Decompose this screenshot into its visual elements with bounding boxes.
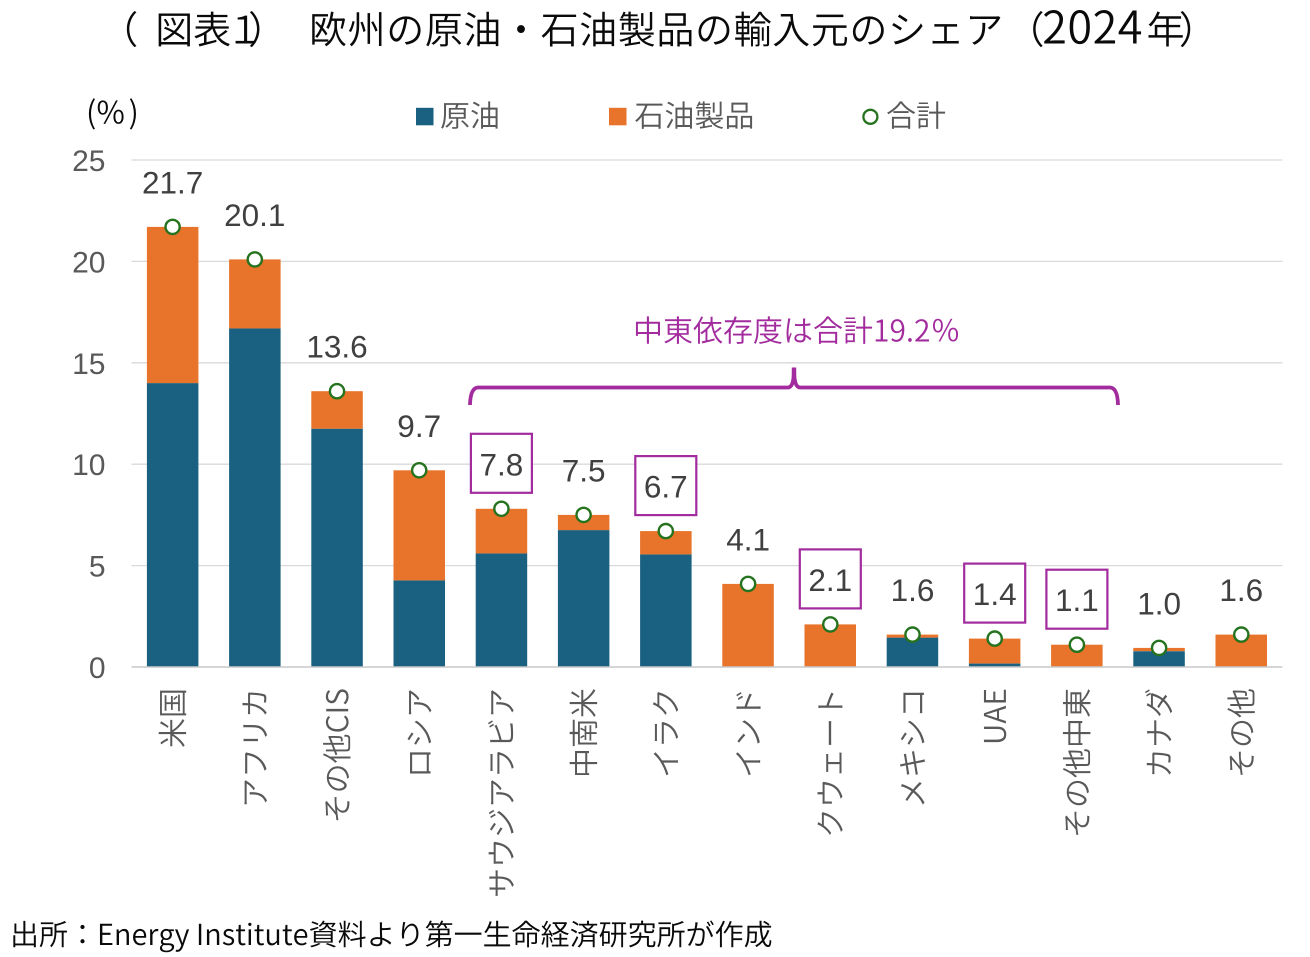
svg-text:6.7: 6.7	[644, 469, 688, 505]
svg-text:2.1: 2.1	[808, 562, 852, 598]
svg-text:1.0: 1.0	[1137, 585, 1181, 621]
svg-text:9.7: 9.7	[397, 408, 441, 444]
svg-text:7.5: 7.5	[562, 452, 606, 488]
svg-text:1.4: 1.4	[973, 576, 1017, 612]
svg-text:10: 10	[72, 449, 105, 482]
svg-text:25: 25	[72, 145, 105, 178]
svg-text:4.1: 4.1	[726, 521, 770, 557]
svg-text:21.7: 21.7	[142, 164, 203, 200]
svg-text:1.6: 1.6	[1219, 572, 1263, 608]
svg-text:20.1: 20.1	[224, 197, 285, 233]
svg-text:13.6: 13.6	[306, 329, 367, 365]
svg-text:1.1: 1.1	[1055, 582, 1099, 618]
svg-text:20: 20	[72, 246, 105, 279]
svg-text:1.6: 1.6	[891, 572, 935, 608]
svg-text:7.8: 7.8	[480, 446, 524, 482]
svg-text:15: 15	[72, 348, 105, 381]
svg-text:0: 0	[89, 652, 106, 685]
svg-text:5: 5	[89, 551, 106, 584]
